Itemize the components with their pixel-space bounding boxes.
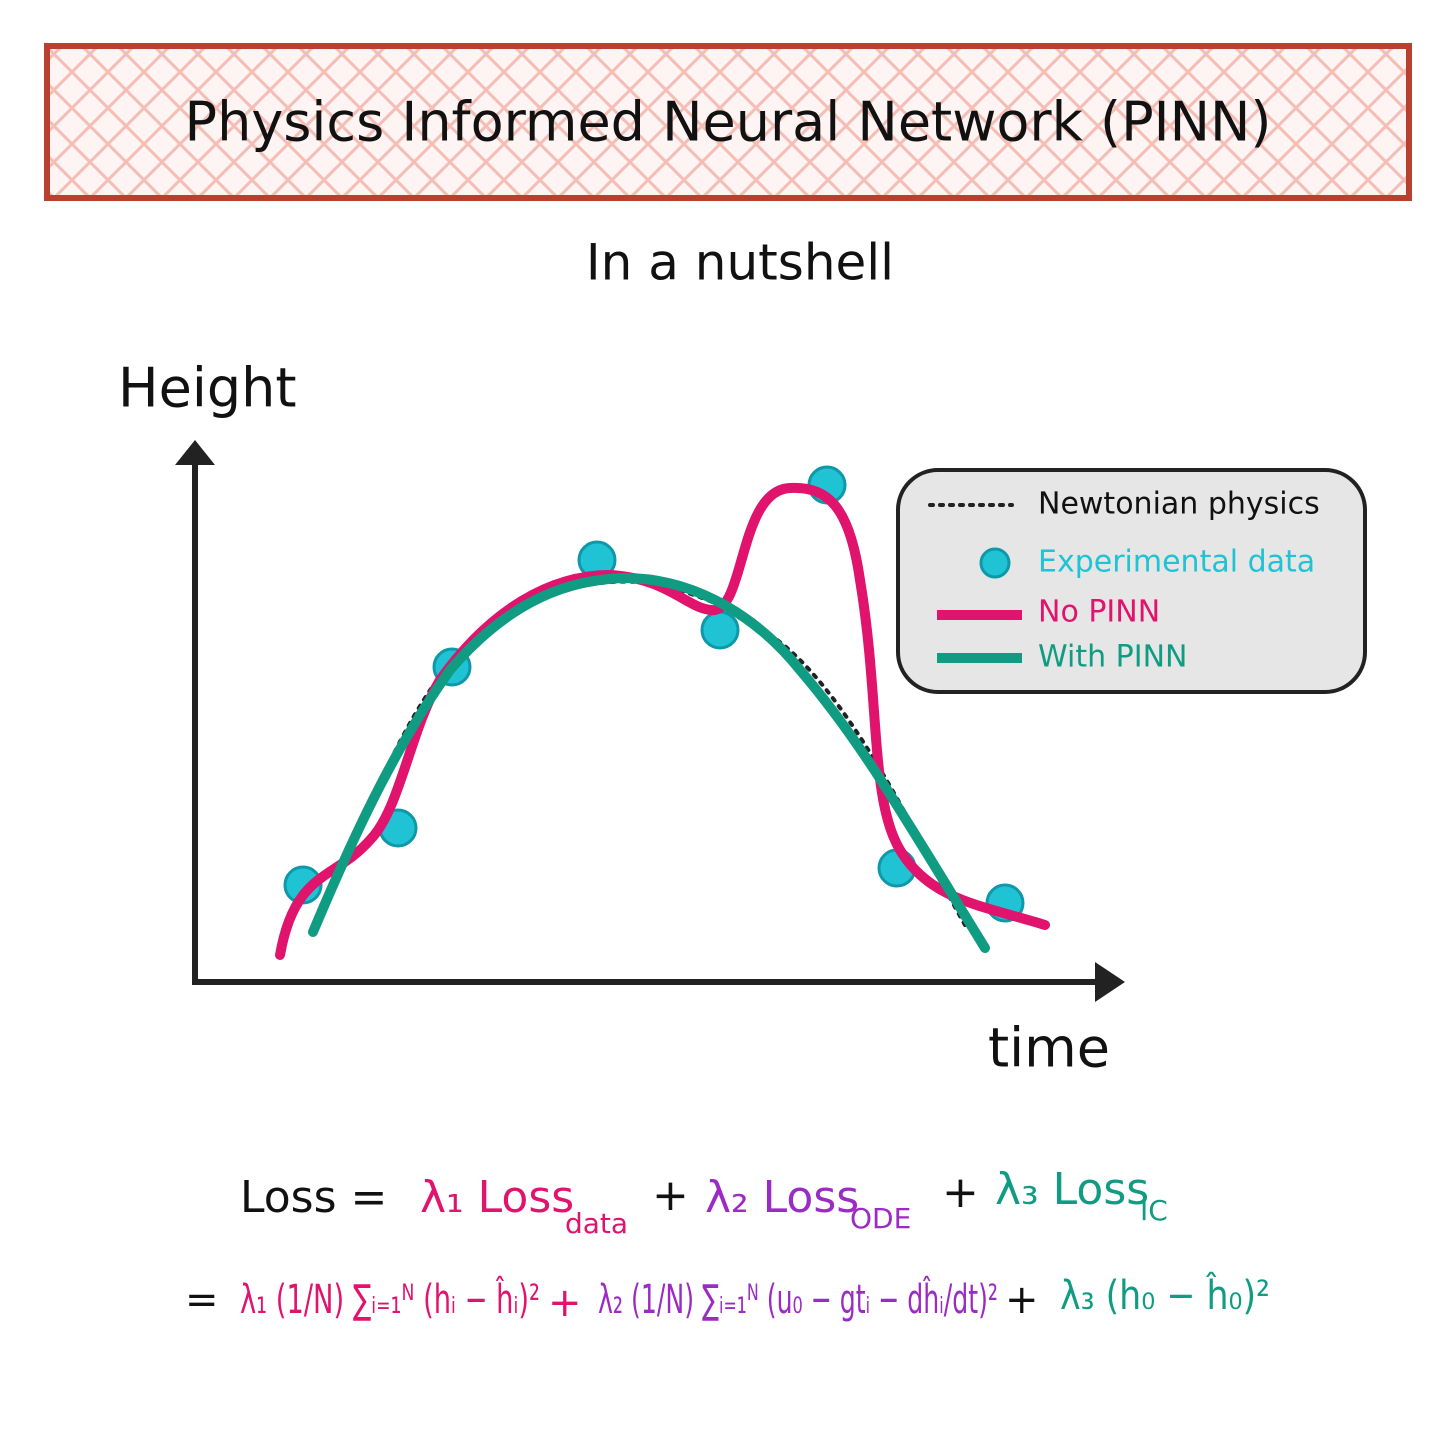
with-pinn-curve xyxy=(308,572,990,953)
no-pinn-curve xyxy=(275,482,1050,960)
eq-lhs: Loss = xyxy=(240,1172,387,1223)
eq-term: λ₁ (1/N) ∑ᵢ₌₁ᴺ (hᵢ − ĥᵢ)² xyxy=(240,1275,540,1323)
legend-label: Experimental data xyxy=(1038,545,1315,580)
eq-term: λ₃ Loss xyxy=(995,1164,1149,1215)
y-axis-label: Height xyxy=(118,357,297,420)
eq-eq: = xyxy=(185,1277,219,1323)
subtitle: In a nutshell xyxy=(586,234,894,292)
eq-plus: + xyxy=(652,1170,689,1221)
eq-plus: + xyxy=(548,1280,582,1326)
eq-term: λ₂ (1/N) ∑ᵢ₌₁ᴺ (u₀ − gtᵢ − dĥᵢ/dt)² xyxy=(598,1275,998,1323)
eq-sub: data xyxy=(565,1207,628,1240)
eq-term: λ₂ Loss xyxy=(705,1172,859,1223)
x-arrow xyxy=(1095,962,1125,1002)
legend-dot xyxy=(979,547,1011,579)
title: Physics Informed Neural Network (PINN) xyxy=(185,91,1272,154)
eq-sub: IC xyxy=(1140,1194,1168,1227)
data-point xyxy=(700,610,740,650)
eq-plus: + xyxy=(1005,1277,1039,1323)
eq-sub: ODE xyxy=(850,1202,911,1235)
eq-plus: + xyxy=(942,1167,979,1218)
legend-label: Newtonian physics xyxy=(1038,487,1320,522)
legend-label: With PINN xyxy=(1038,640,1187,675)
legend-box xyxy=(896,468,1367,694)
eq-term: λ₃ (h₀ − ĥ₀)² xyxy=(1060,1271,1270,1319)
title-box xyxy=(44,43,1412,201)
eq-term: λ₁ Loss xyxy=(420,1172,574,1223)
y-arrow xyxy=(175,440,215,465)
x-axis-label: time xyxy=(988,1017,1110,1080)
legend-label: No PINN xyxy=(1038,595,1160,630)
